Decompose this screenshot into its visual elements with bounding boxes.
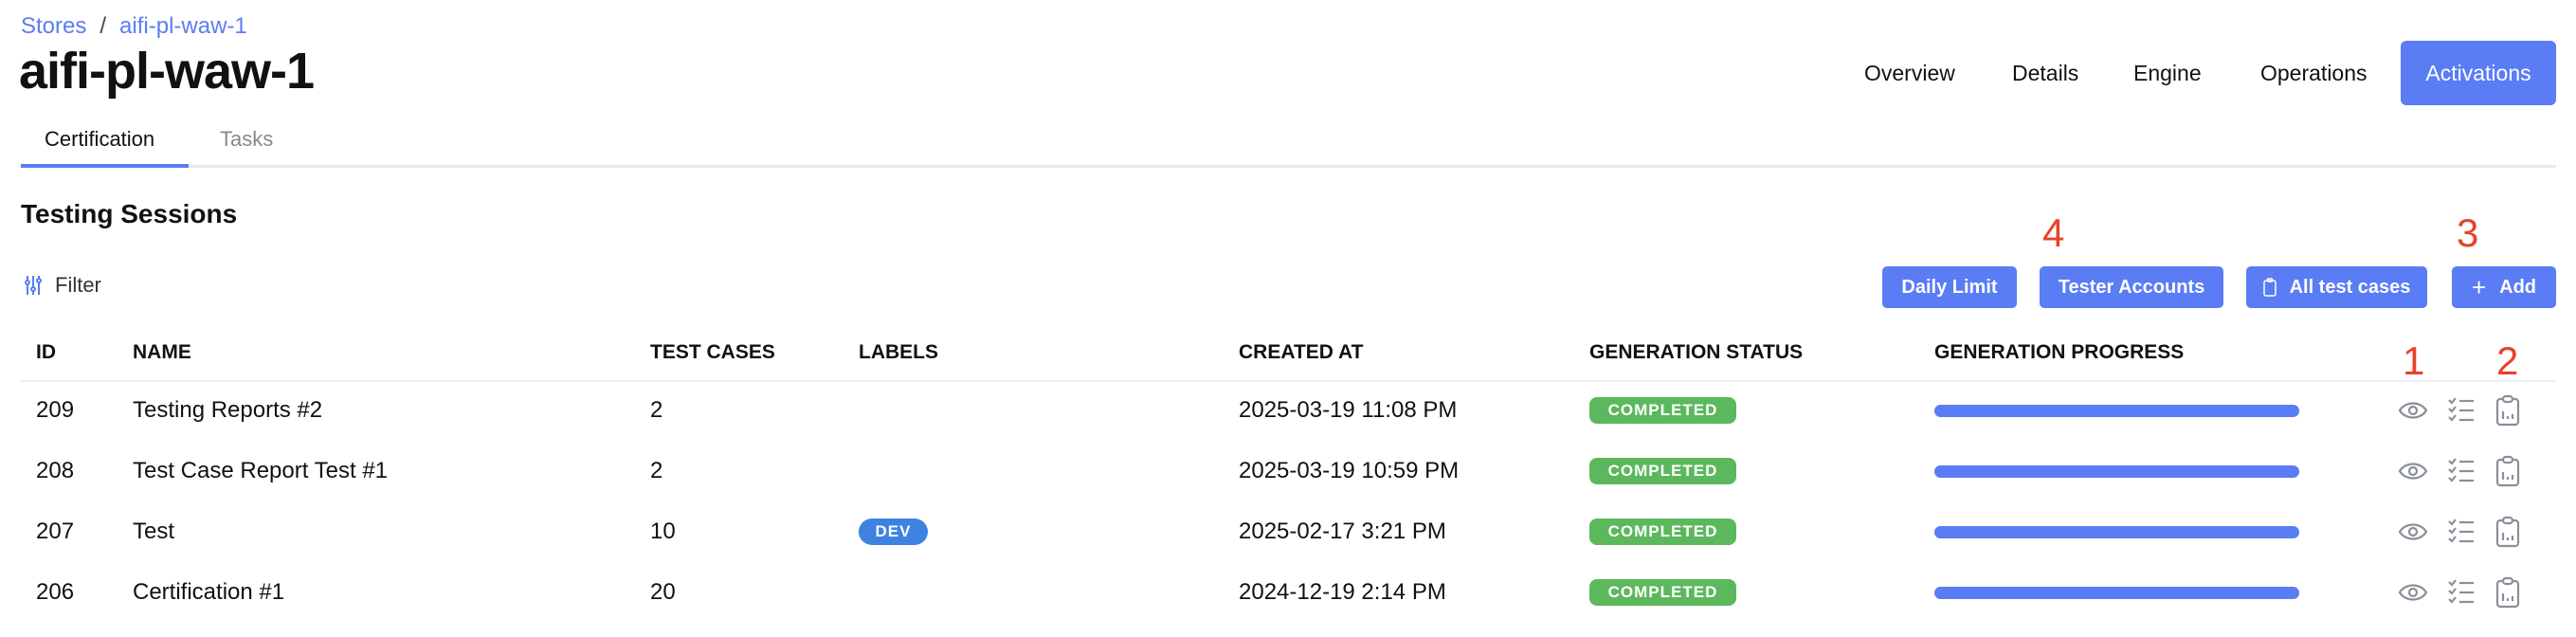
cell-created-at: 2025-03-19 11:08 PM (1239, 397, 1458, 423)
cell-id: 209 (36, 397, 75, 423)
header-divider (21, 380, 2556, 382)
label-badge: DEV (859, 519, 928, 545)
tab-tasks[interactable]: Tasks (220, 127, 274, 151)
tab-divider (21, 165, 2556, 168)
col-generation-status[interactable]: GENERATION STATUS (1589, 341, 1804, 363)
page-title: aifi-pl-waw-1 (19, 43, 315, 100)
eye-icon[interactable] (2397, 576, 2429, 609)
nav-details[interactable]: Details (2012, 60, 2079, 85)
cell-created-at: 2025-02-17 3:21 PM (1239, 519, 1446, 544)
checklist-icon[interactable] (2445, 394, 2477, 427)
checklist-icon[interactable] (2445, 455, 2477, 487)
annotation-4: 4 (2042, 210, 2065, 255)
add-button[interactable]: + Add (2452, 266, 2556, 308)
breadcrumb-stores-link[interactable]: Stores (21, 13, 87, 39)
col-labels[interactable]: LABELS (859, 341, 938, 363)
cell-created-at: 2025-03-19 10:59 PM (1239, 458, 1460, 483)
progress-track (1934, 587, 2299, 599)
plus-icon: + (2471, 272, 2487, 301)
progress-fill (1934, 465, 2299, 478)
clipboard-icon (2262, 278, 2277, 297)
progress-fill (1934, 526, 2299, 538)
tester-accounts-button[interactable]: Tester Accounts (2040, 266, 2223, 308)
annotation-2: 2 (2496, 338, 2519, 383)
col-generation-progress[interactable]: GENERATION PROGRESS (1934, 341, 2185, 363)
nav-activations[interactable]: Activations (2401, 41, 2556, 105)
section-title: Testing Sessions (21, 199, 238, 228)
cell-created-at: 2024-12-19 2:14 PM (1239, 579, 1446, 605)
progress-track (1934, 526, 2299, 538)
cell-test-cases: 20 (650, 579, 676, 605)
status-badge: COMPLETED (1589, 519, 1736, 545)
annotation-3: 3 (2457, 210, 2479, 255)
add-label: Add (2499, 276, 2537, 298)
progress-track (1934, 465, 2299, 478)
cell-test-cases: 2 (650, 397, 663, 423)
all-test-cases-button[interactable]: All test cases (2246, 266, 2427, 308)
col-test-cases[interactable]: TEST CASES (650, 341, 775, 363)
progress-fill (1934, 587, 2299, 599)
annotation-1: 1 (2403, 338, 2425, 383)
nav-overview[interactable]: Overview (1864, 60, 1955, 85)
breadcrumb: Stores / aifi-pl-waw-1 (21, 13, 247, 40)
cell-test-cases: 10 (650, 519, 676, 544)
checklist-icon[interactable] (2445, 516, 2477, 548)
checklist-icon[interactable] (2445, 576, 2477, 609)
cell-id: 207 (36, 519, 75, 544)
clipboard-report-icon[interactable] (2492, 394, 2524, 427)
cell-name: Certification #1 (133, 579, 285, 605)
status-badge: COMPLETED (1589, 579, 1736, 606)
filter-label: Filter (55, 273, 101, 297)
clipboard-report-icon[interactable] (2492, 576, 2524, 609)
progress-fill (1934, 405, 2299, 417)
breadcrumb-current-link[interactable]: aifi-pl-waw-1 (119, 13, 247, 39)
cell-test-cases: 2 (650, 458, 663, 483)
col-created-at[interactable]: CREATED AT (1239, 341, 1364, 363)
clipboard-report-icon[interactable] (2492, 455, 2524, 487)
sliders-icon (25, 276, 42, 295)
clipboard-report-icon[interactable] (2492, 516, 2524, 548)
cell-name: Test Case Report Test #1 (133, 458, 389, 483)
daily-limit-button[interactable]: Daily Limit (1882, 266, 2017, 308)
col-id[interactable]: ID (36, 341, 56, 363)
progress-track (1934, 405, 2299, 417)
cell-name: Test (133, 519, 175, 544)
eye-icon[interactable] (2397, 455, 2429, 487)
nav-operations[interactable]: Operations (2260, 60, 2367, 85)
filter-button[interactable]: Filter (25, 273, 101, 298)
breadcrumb-separator: / (100, 13, 107, 39)
status-badge: COMPLETED (1589, 397, 1736, 424)
tab-active-indicator (21, 164, 189, 168)
eye-icon[interactable] (2397, 394, 2429, 427)
status-badge: COMPLETED (1589, 458, 1736, 484)
col-name[interactable]: NAME (133, 341, 191, 363)
cell-id: 208 (36, 458, 75, 483)
cell-id: 206 (36, 579, 75, 605)
eye-icon[interactable] (2397, 516, 2429, 548)
nav-engine[interactable]: Engine (2133, 60, 2202, 85)
cell-name: Testing Reports #2 (133, 397, 323, 423)
tab-certification[interactable]: Certification (45, 127, 155, 151)
all-test-cases-label: All test cases (2289, 276, 2411, 298)
